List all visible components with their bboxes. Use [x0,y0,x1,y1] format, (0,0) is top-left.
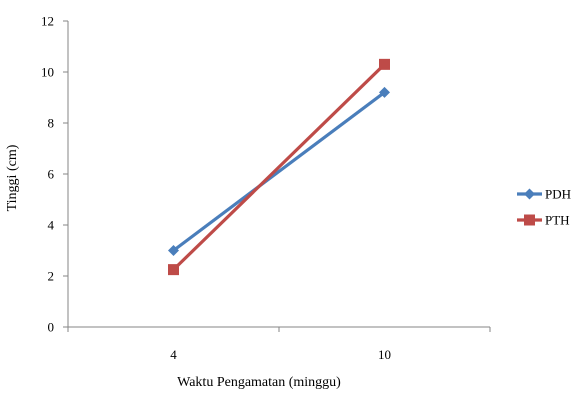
legend-marker [524,214,535,226]
data-point-pth [168,264,179,276]
y-tick-label: 8 [48,116,55,131]
y-tick-label: 10 [41,65,54,80]
legend-item-pdh: PDH [517,187,571,202]
y-tick-label: 2 [48,269,55,284]
legend: PDH PTH [517,187,571,228]
axes: 0 2 4 6 8 10 12 4 10 [41,14,491,362]
x-axis-title: Waktu Pengamatan (minggu) [177,375,341,390]
series-pth [168,58,390,276]
y-tick-label: 6 [48,167,55,182]
y-tick-label: 0 [48,320,55,335]
x-tick-label: 4 [170,347,177,362]
legend-item-pth: PTH [517,213,570,228]
series-pdh [168,86,390,256]
y-axis-ticks: 0 2 4 6 8 10 12 [41,14,68,335]
x-tick-label: 10 [378,347,391,362]
series-layer [168,58,390,276]
x-axis-ticks: 4 10 [67,327,491,362]
legend-label: PDH [545,187,571,202]
data-point-pdh [379,86,390,98]
data-point-pth [379,58,390,70]
y-tick-label: 12 [41,14,54,29]
y-tick-label: 4 [48,218,55,233]
legend-label: PTH [545,213,570,228]
series-line-pdh [172,91,386,252]
y-axis-title: Tinggi (cm) [5,144,20,211]
legend-marker [524,188,535,200]
series-line-pth [172,63,386,271]
data-point-pdh [168,245,179,256]
